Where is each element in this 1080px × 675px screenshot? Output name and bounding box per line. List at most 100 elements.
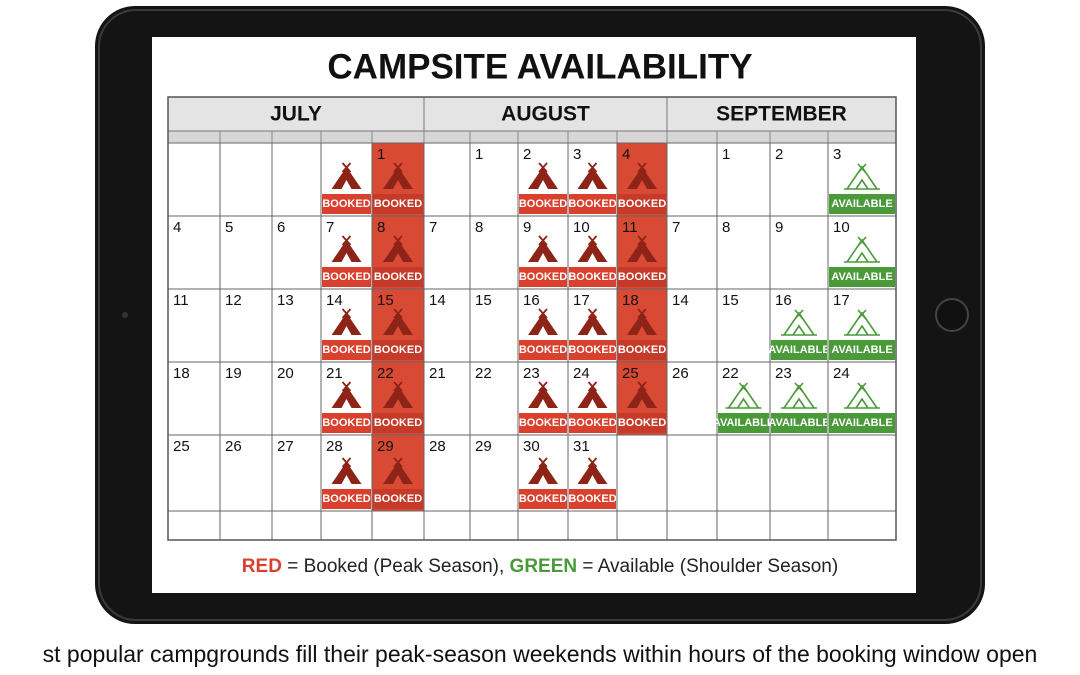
day-number: 6 — [277, 219, 285, 236]
tent-door — [393, 399, 403, 408]
status-badge — [322, 340, 371, 360]
tent-poles — [341, 457, 352, 468]
day-number: 9 — [523, 219, 531, 236]
day-cell — [167, 288, 221, 363]
status-badge — [771, 340, 827, 360]
tent-icon — [331, 313, 362, 335]
tent-icon — [331, 240, 362, 262]
tent-door — [538, 399, 548, 408]
status-label: BOOKED — [568, 271, 616, 283]
day-number: 22 — [377, 365, 394, 382]
tent-door — [393, 253, 403, 262]
home-button — [935, 298, 969, 332]
tent-poles — [538, 308, 548, 319]
day-number: 28 — [429, 438, 446, 455]
day-number: 29 — [475, 438, 492, 455]
tent-icon — [528, 167, 558, 189]
status-badge — [829, 340, 895, 360]
status-label: AVAILABLE — [768, 344, 829, 356]
tent-poles — [637, 162, 647, 173]
day-number: 23 — [523, 365, 540, 382]
tent-door — [393, 475, 403, 484]
tent-icon — [528, 313, 558, 335]
day-cell — [616, 510, 668, 541]
day-number: 27 — [277, 438, 294, 455]
month-name: JULY — [270, 103, 322, 126]
tent-icon — [383, 167, 413, 189]
day-number: 5 — [225, 219, 233, 236]
tent-poles — [341, 381, 352, 392]
day-cell — [469, 142, 519, 217]
status-label: BOOKED — [322, 344, 370, 356]
tent-poles — [393, 308, 403, 319]
day-number: 11 — [173, 292, 189, 309]
day-number: 28 — [326, 438, 343, 455]
tent-poles — [637, 308, 647, 319]
day-cell — [271, 361, 322, 436]
tent-door — [587, 180, 598, 189]
status-label: BOOKED — [374, 271, 422, 283]
day-number: 25 — [622, 365, 639, 382]
day-cell — [423, 361, 471, 436]
day-cell — [716, 510, 771, 541]
day-cell — [219, 142, 273, 217]
day-cell — [769, 142, 829, 217]
tent-door — [637, 253, 647, 262]
status-badge — [373, 340, 423, 360]
tent-icon — [781, 382, 817, 409]
tent-door — [587, 399, 598, 408]
day-number: 26 — [225, 438, 242, 455]
status-label: AVAILABLE — [831, 271, 892, 283]
day-number: 18 — [622, 292, 639, 309]
status-label: BOOKED — [322, 417, 370, 429]
day-number: 9 — [775, 219, 783, 236]
day-number: 20 — [277, 365, 294, 382]
status-badge — [519, 194, 567, 214]
day-number: 23 — [775, 365, 792, 382]
day-cell — [616, 434, 668, 512]
day-cell — [167, 361, 221, 436]
day-number: 3 — [573, 146, 581, 163]
status-badge — [618, 194, 666, 214]
day-number: 10 — [573, 219, 590, 236]
status-badge — [322, 194, 371, 214]
tablet-edge — [98, 9, 982, 621]
day-number: 25 — [173, 438, 190, 455]
status-badge — [322, 413, 371, 433]
tent-poles — [538, 457, 548, 468]
status-label: BOOKED — [322, 271, 370, 283]
tent-icon — [383, 313, 413, 335]
tent-poles — [587, 162, 598, 173]
day-number: 4 — [173, 219, 181, 236]
tent-door — [341, 180, 352, 189]
day-cell — [219, 215, 273, 290]
legend-red: RED — [242, 556, 282, 577]
status-badge — [373, 413, 423, 433]
status-label: AVAILABLE — [713, 417, 774, 429]
status-badge — [618, 413, 666, 433]
tent-icon — [577, 462, 608, 484]
legend-red-text: = Booked (Peak Season), — [282, 556, 510, 577]
day-cell — [271, 142, 322, 217]
tent-poles — [393, 457, 403, 468]
status-label: BOOKED — [519, 198, 567, 210]
status-label: BOOKED — [568, 493, 616, 505]
status-label: BOOKED — [568, 344, 616, 356]
day-cell — [423, 510, 471, 541]
day-number: 11 — [622, 219, 638, 236]
tent-door — [538, 253, 548, 262]
day-cell — [716, 215, 771, 290]
day-number: 8 — [475, 219, 483, 236]
status-label: BOOKED — [519, 493, 567, 505]
day-cell — [517, 510, 569, 541]
day-number: 26 — [672, 365, 689, 382]
day-number: 1 — [475, 146, 483, 163]
tent-door — [637, 399, 647, 408]
day-number: 8 — [377, 219, 385, 236]
status-badge — [569, 413, 616, 433]
status-badge — [519, 489, 567, 509]
day-cell — [469, 288, 519, 363]
day-number: 2 — [775, 146, 783, 163]
tent-icon — [577, 240, 608, 262]
day-number: 7 — [326, 219, 334, 236]
